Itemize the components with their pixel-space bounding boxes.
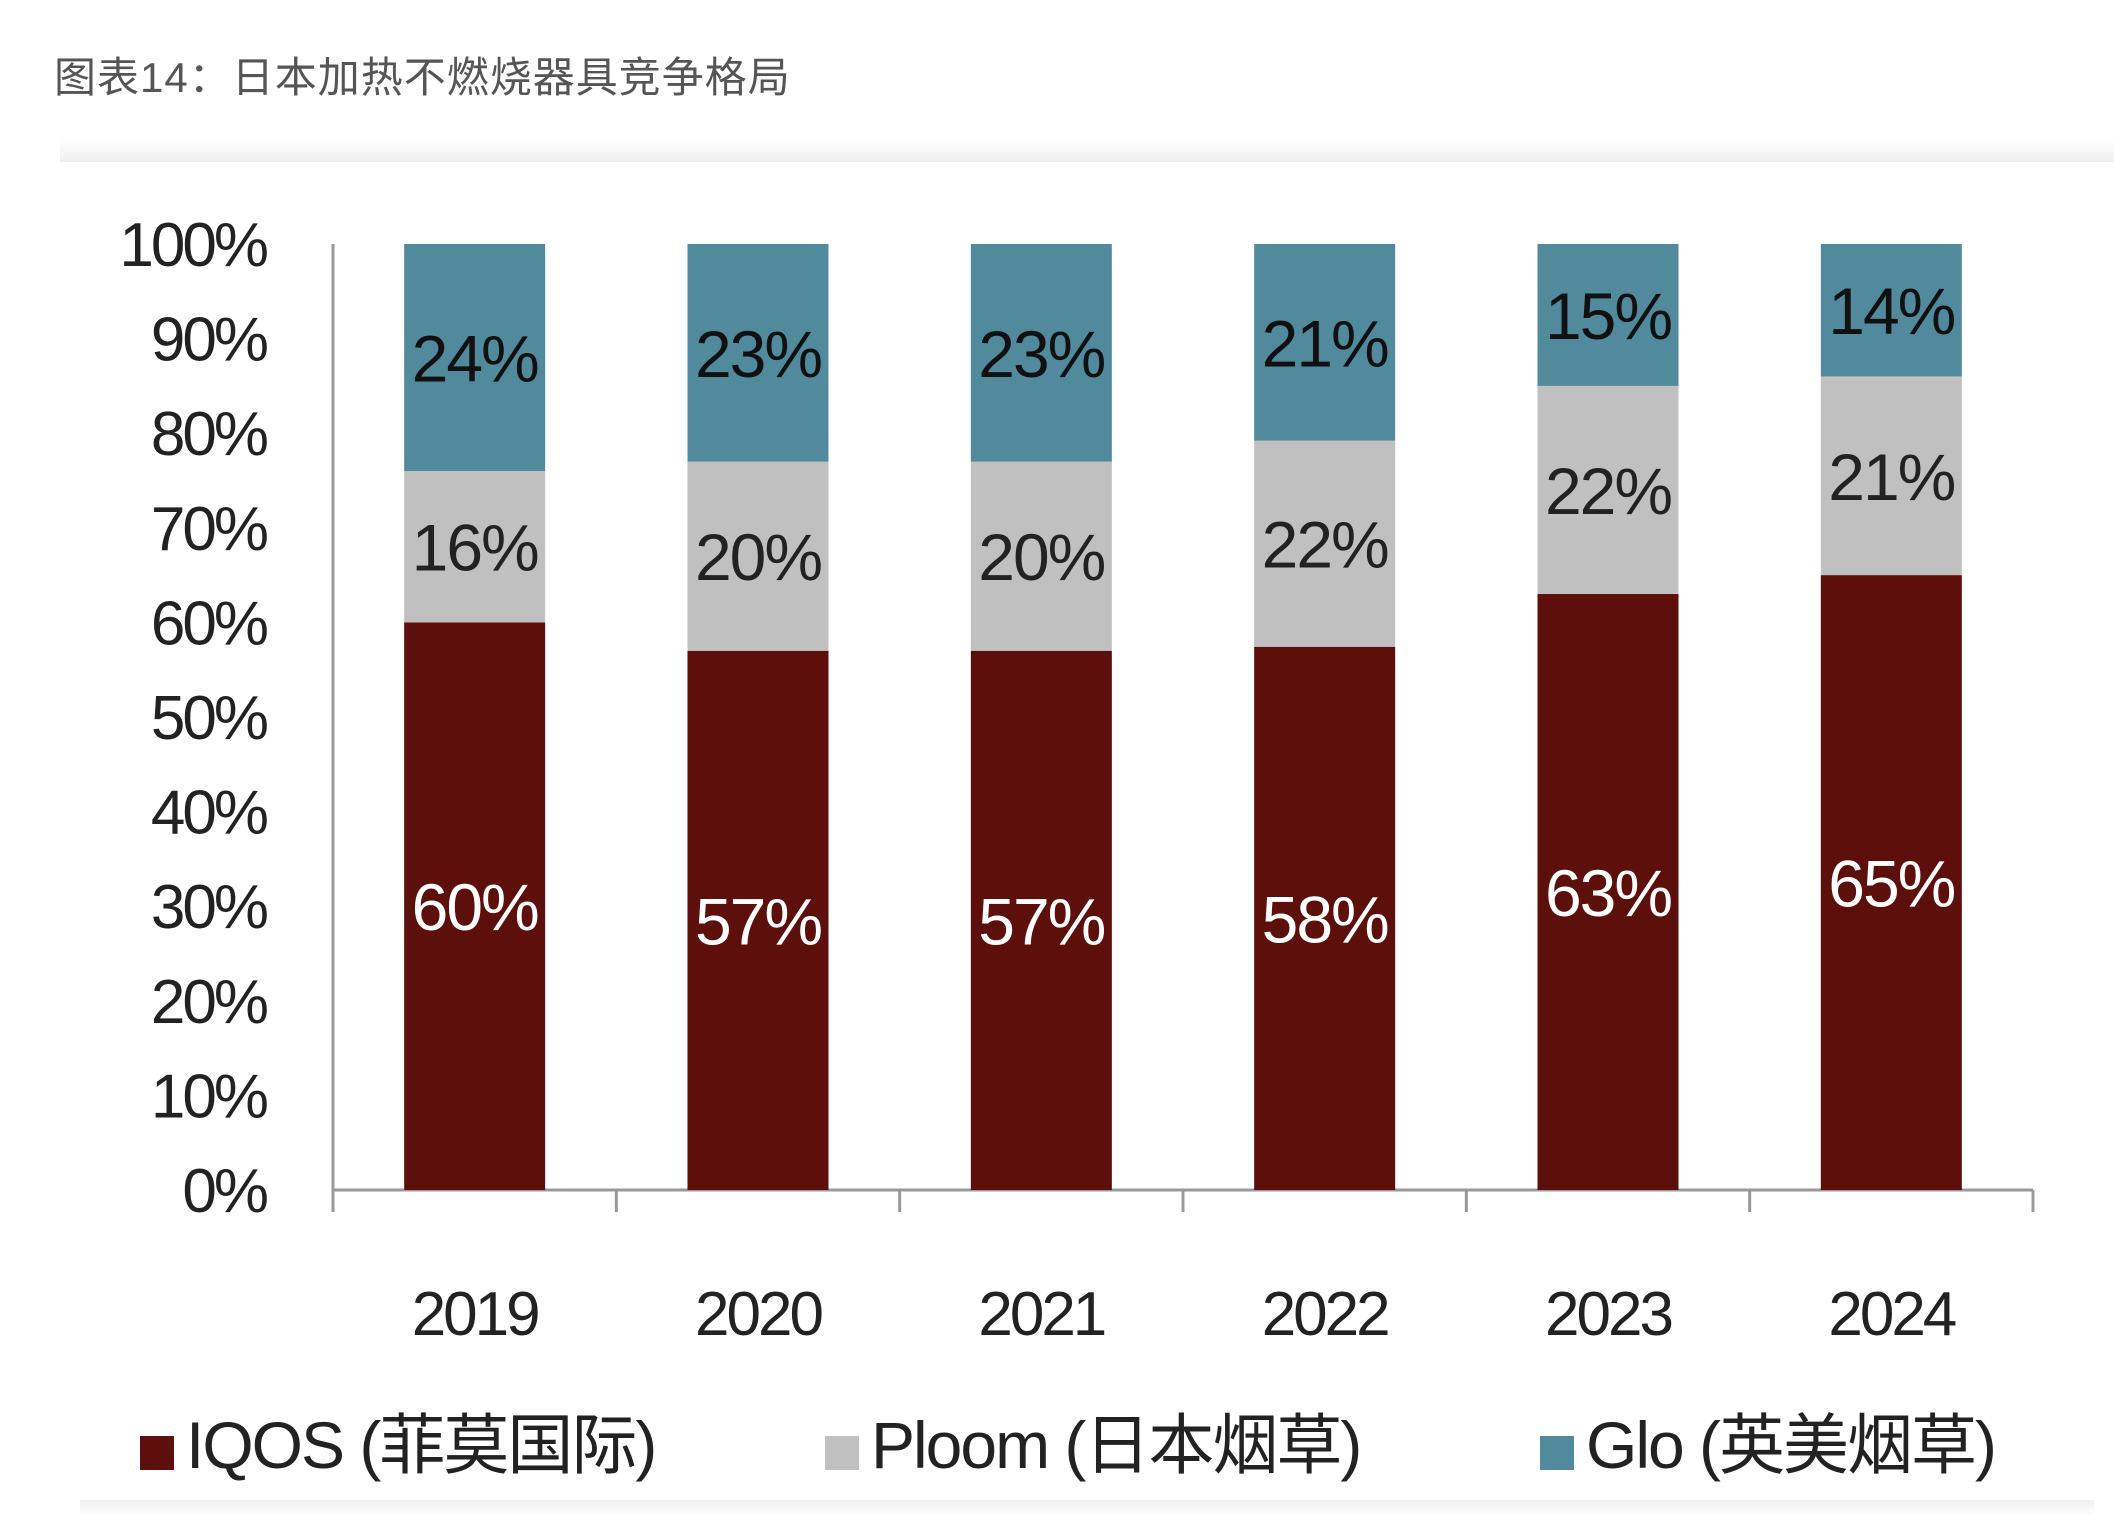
bar-segment xyxy=(1820,575,1962,1190)
x-tick-label: 2020 xyxy=(695,1280,822,1349)
x-tick-label: 2019 xyxy=(412,1280,538,1349)
bar-segment xyxy=(1254,646,1396,1190)
legend-label: Ploom (日本烟草) xyxy=(871,1408,1360,1482)
y-tick-label: 50% xyxy=(151,684,267,753)
x-tick-label: 2024 xyxy=(1828,1280,1955,1349)
y-tick-label: 100% xyxy=(119,211,266,280)
data-label: 58% xyxy=(1262,882,1388,956)
divider-bottom xyxy=(80,1500,2094,1516)
y-tick-label: 80% xyxy=(151,400,267,469)
bar-segment xyxy=(970,650,1112,1190)
legend-swatch xyxy=(825,1436,859,1470)
data-label: 21% xyxy=(1828,440,1954,514)
data-label: 15% xyxy=(1545,279,1671,353)
bar-segment xyxy=(1820,244,1962,377)
data-label: 20% xyxy=(695,520,821,594)
data-label: 63% xyxy=(1545,856,1671,930)
bar-segment xyxy=(404,471,546,623)
data-label: 23% xyxy=(695,317,821,391)
bar-segment xyxy=(404,244,546,472)
bar-segment xyxy=(970,461,1112,651)
bar-segment xyxy=(970,244,1112,462)
bar-segment xyxy=(404,622,546,1190)
bar-segment xyxy=(687,244,829,462)
data-label: 14% xyxy=(1828,274,1954,348)
bar-segment xyxy=(1820,376,1962,576)
bar-segment xyxy=(687,461,829,651)
legend-label: IQOS (菲莫国际) xyxy=(186,1408,655,1482)
y-tick-label: 40% xyxy=(151,779,267,848)
y-tick-label: 0% xyxy=(182,1157,266,1226)
chart-title: 图表14：日本加热不燃烧器具竞争格局 xyxy=(54,54,791,101)
data-label: 60% xyxy=(412,870,538,944)
divider-top xyxy=(60,140,2114,162)
legend-swatch xyxy=(140,1436,174,1470)
y-tick-label: 60% xyxy=(151,589,267,658)
y-tick-label: 10% xyxy=(151,1062,267,1131)
legend-swatch xyxy=(1540,1436,1574,1470)
data-label: 21% xyxy=(1262,306,1388,380)
x-tick-label: 2021 xyxy=(978,1280,1104,1349)
data-label: 16% xyxy=(412,511,538,585)
y-tick-label: 20% xyxy=(151,968,267,1037)
bar-segment xyxy=(1537,594,1679,1190)
data-label: 24% xyxy=(412,322,538,396)
y-tick-label: 70% xyxy=(151,495,267,564)
data-label: 65% xyxy=(1828,847,1954,921)
data-label: 57% xyxy=(695,884,821,958)
y-tick-label: 90% xyxy=(151,306,267,375)
bar-segment xyxy=(687,650,829,1190)
data-label: 22% xyxy=(1545,454,1671,528)
data-label: 20% xyxy=(978,520,1104,594)
legend-label: Glo (英美烟草) xyxy=(1586,1408,1995,1482)
data-label: 57% xyxy=(978,884,1104,958)
data-label: 22% xyxy=(1262,508,1388,582)
data-label: 23% xyxy=(978,317,1104,391)
y-tick-label: 30% xyxy=(151,873,267,942)
bar-segment xyxy=(1254,244,1396,441)
bar-segment xyxy=(1537,385,1679,595)
bar-segment xyxy=(1537,244,1679,386)
x-tick-label: 2023 xyxy=(1545,1280,1671,1349)
x-tick-label: 2022 xyxy=(1262,1280,1388,1349)
bar-segment xyxy=(1254,440,1396,647)
